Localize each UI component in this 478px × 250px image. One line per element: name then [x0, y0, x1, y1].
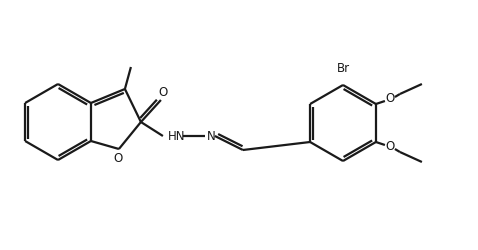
- Text: Br: Br: [337, 62, 349, 75]
- Text: O: O: [385, 92, 394, 106]
- Text: O: O: [385, 140, 394, 153]
- Text: HN: HN: [168, 130, 185, 143]
- Text: O: O: [113, 152, 122, 164]
- Text: N: N: [207, 130, 216, 142]
- Text: O: O: [158, 86, 167, 100]
